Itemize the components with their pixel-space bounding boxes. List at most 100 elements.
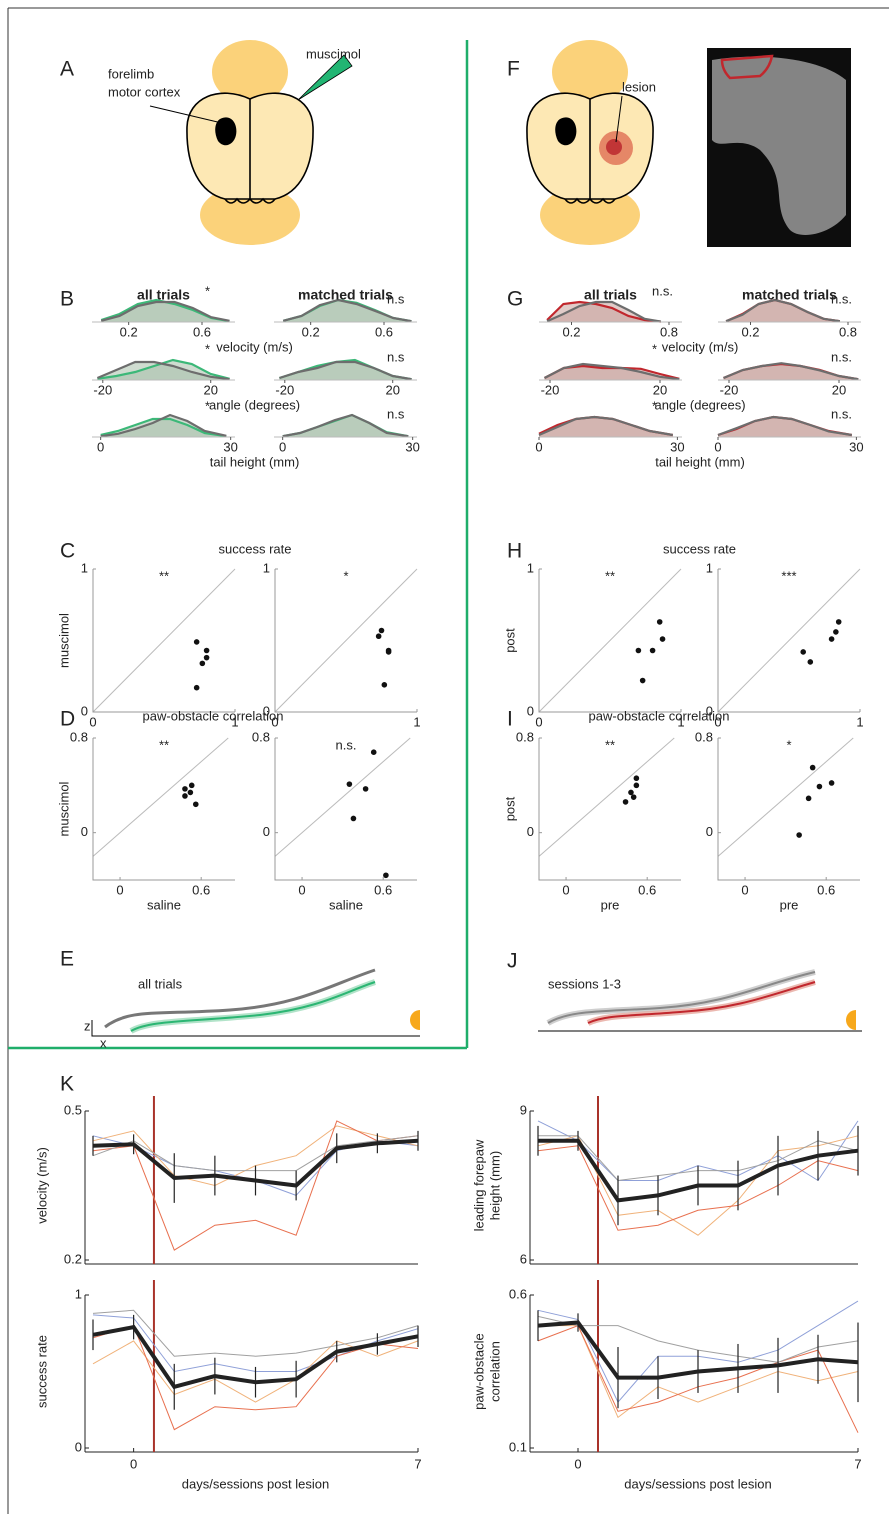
point [634,775,640,781]
panel-label: D [60,708,75,731]
identity-line [539,738,674,856]
y-axis-label: muscimol [56,613,71,668]
obstacle [410,1010,420,1030]
y-tick-label: 0.5 [64,1102,82,1117]
significance: * [205,283,210,298]
y-tick-label: 9 [520,1102,527,1117]
point [657,619,663,625]
point [363,786,369,792]
point [808,659,814,665]
point [371,749,377,755]
point [628,790,634,796]
label: muscimol [306,46,361,61]
significance: ** [159,568,169,583]
significance: * [652,341,657,356]
y-axis-label: velocity (m/s) [34,1147,49,1224]
x-tick-label: 20 [832,382,846,397]
identity-line [275,738,410,856]
density-area [101,302,229,322]
x-tick-label: 0.6 [638,882,656,897]
panel-label: F [507,58,520,81]
x-tick-label: 0 [279,439,286,454]
x-tick-label: 0 [562,882,569,897]
chart-title: success rate [663,541,736,556]
axes [93,738,235,880]
point [640,678,646,684]
point [194,639,200,645]
significance: * [205,341,210,356]
x-tick-label: 20 [385,382,399,397]
x-tick-label: -20 [541,382,560,397]
significance: * [786,737,791,752]
x-tick-label: 0.6 [375,324,393,339]
x-tick-label: -20 [275,382,294,397]
axis-label: x [100,1035,107,1050]
axes [718,738,860,880]
x-tick-label: 0 [535,439,542,454]
x-tick-label: -20 [720,382,739,397]
label: motor cortex [108,84,181,99]
x-tick-label: 20 [653,382,667,397]
point [182,793,188,799]
panel-label: B [60,288,74,311]
axis-label: z [84,1018,91,1033]
significance: n.s. [831,349,852,364]
label: all trials [138,976,183,991]
y-tick-label: 0.1 [509,1439,527,1454]
panel-label: J [507,950,518,973]
y-tick-label: 0 [706,824,713,839]
x-axis-label: tail height (mm) [655,454,745,469]
identity-line [539,569,681,712]
significance: * [205,398,210,413]
x-tick-label: 0.8 [660,324,678,339]
x-tick-label: 0 [97,439,104,454]
x-axis-label: angle (degrees) [209,397,300,412]
x-tick-label: 0 [298,882,305,897]
point [836,619,842,625]
x-axis-label: saline [329,897,363,912]
point [810,765,816,771]
y-tick-label: 1 [527,560,534,575]
axes [539,738,681,880]
significance: n.s. [831,406,852,421]
y-tick-label: 6 [520,1251,527,1266]
y-tick-label: 1 [263,560,270,575]
significance: ** [605,737,615,752]
y-tick-label: 1 [81,560,88,575]
x-tick-label: 1 [856,714,863,729]
x-axis-label: velocity (m/s) [662,339,739,354]
panel-label: A [60,58,74,81]
point [204,648,210,654]
lesion [606,139,622,155]
x-tick-label: 0 [574,1456,581,1471]
identity-line [93,569,235,712]
x-tick-label: 0.6 [817,882,835,897]
y-tick-label: 1 [706,560,713,575]
identity-line [718,569,860,712]
point [376,633,382,639]
y-axis-label: leading forepaw [471,1139,486,1231]
significance: n.s [387,291,405,306]
point [829,780,835,786]
y-tick-label: 0.8 [70,729,88,744]
point [379,628,385,634]
y-axis-label: success rate [34,1335,49,1408]
x-tick-label: 30 [223,439,237,454]
x-axis-label: pre [780,897,799,912]
y-tick-label: 0.2 [64,1251,82,1266]
point [634,783,640,789]
panel-label: G [507,288,523,311]
significance: * [343,568,348,583]
y-axis-label: height (mm) [487,1151,502,1220]
brain-diagram [527,40,653,245]
x-tick-label: 20 [203,382,217,397]
chart-title: success rate [219,541,292,556]
column-title: matched trials [298,287,393,303]
point [833,629,839,635]
y-tick-label: 0 [81,703,88,718]
x-tick-label: 0.2 [302,324,320,339]
needle [298,55,352,100]
x-axis-label: days/sessions post lesion [182,1476,329,1491]
significance: ** [159,737,169,752]
identity-line [275,569,417,712]
